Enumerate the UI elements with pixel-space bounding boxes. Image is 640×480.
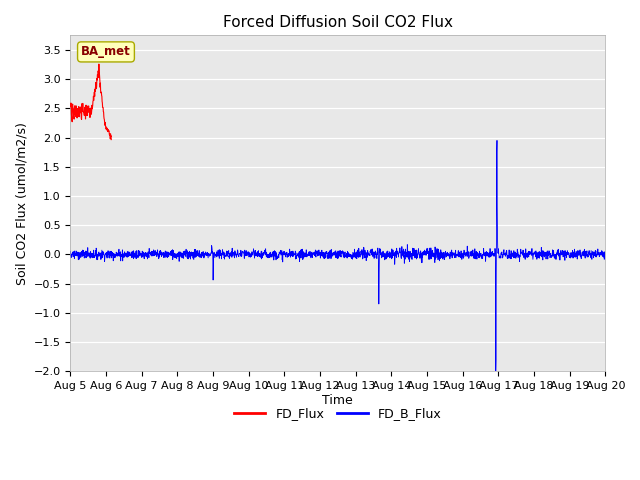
X-axis label: Time: Time	[323, 394, 353, 407]
Text: BA_met: BA_met	[81, 46, 131, 59]
Y-axis label: Soil CO2 Flux (umol/m2/s): Soil CO2 Flux (umol/m2/s)	[15, 122, 28, 285]
Title: Forced Diffusion Soil CO2 Flux: Forced Diffusion Soil CO2 Flux	[223, 15, 453, 30]
Legend: FD_Flux, FD_B_Flux: FD_Flux, FD_B_Flux	[229, 402, 447, 425]
